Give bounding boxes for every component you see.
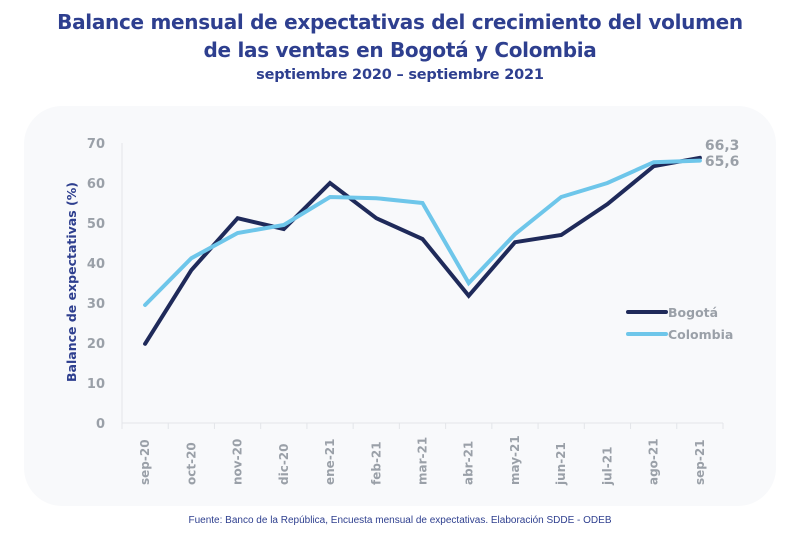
y-tick-label: 50 — [87, 217, 105, 232]
x-tick-label: abr-21 — [462, 441, 476, 485]
x-tick-label: dic-20 — [277, 444, 291, 486]
legend: Bogotá Colombia — [626, 305, 733, 342]
y-tick-label: 10 — [87, 377, 105, 392]
y-tick-label: 40 — [87, 257, 105, 272]
x-tick-label: sep-21 — [693, 439, 707, 485]
chart-subtitle: septiembre 2020 – septiembre 2021 — [256, 67, 544, 83]
chart-title-line1: Balance mensual de expectativas del crec… — [57, 10, 743, 34]
axes: 0 10 20 30 40 50 60 70 sep-20 oct-20 nov-20 dic-20 e… — [87, 137, 724, 486]
y-tick-label: 20 — [87, 337, 105, 352]
x-tick-label: oct-20 — [184, 442, 198, 485]
series-lines — [143, 155, 702, 346]
source-footnote: Fuente: Banco de la República, Encuesta … — [188, 515, 612, 526]
data-labels: 66,365,6 — [705, 138, 740, 170]
x-tick-label: sep-20 — [138, 439, 152, 485]
end-label-colombia: 65,6 — [705, 154, 740, 170]
x-tick-label: mar-21 — [416, 437, 430, 485]
x-tick-label: jul-21 — [600, 447, 614, 486]
legend-label-bogota: Bogotá — [668, 305, 718, 320]
x-tick-label: feb-21 — [369, 441, 383, 485]
y-tick-label: 60 — [87, 177, 105, 192]
end-label-bogota: 66,3 — [705, 138, 740, 154]
series-line-colombia — [143, 158, 702, 307]
chart-panel — [24, 106, 776, 506]
y-axis-label: Balance de expectativas (%) — [64, 182, 79, 382]
y-tick-label: 30 — [87, 297, 105, 312]
x-tick-label: jun-21 — [554, 442, 568, 486]
x-tick-label: ago-21 — [647, 438, 661, 485]
x-tick-label: may-21 — [508, 435, 522, 485]
y-tick-label: 0 — [96, 417, 105, 432]
legend-label-colombia: Colombia — [668, 327, 733, 342]
x-tick-label: nov-20 — [231, 439, 245, 485]
y-tick-label: 70 — [87, 137, 105, 152]
chart-title-line2: de las ventas en Bogotá y Colombia — [203, 38, 597, 62]
series-line-bogota — [143, 155, 702, 346]
x-tick-label: ene-21 — [323, 439, 337, 486]
